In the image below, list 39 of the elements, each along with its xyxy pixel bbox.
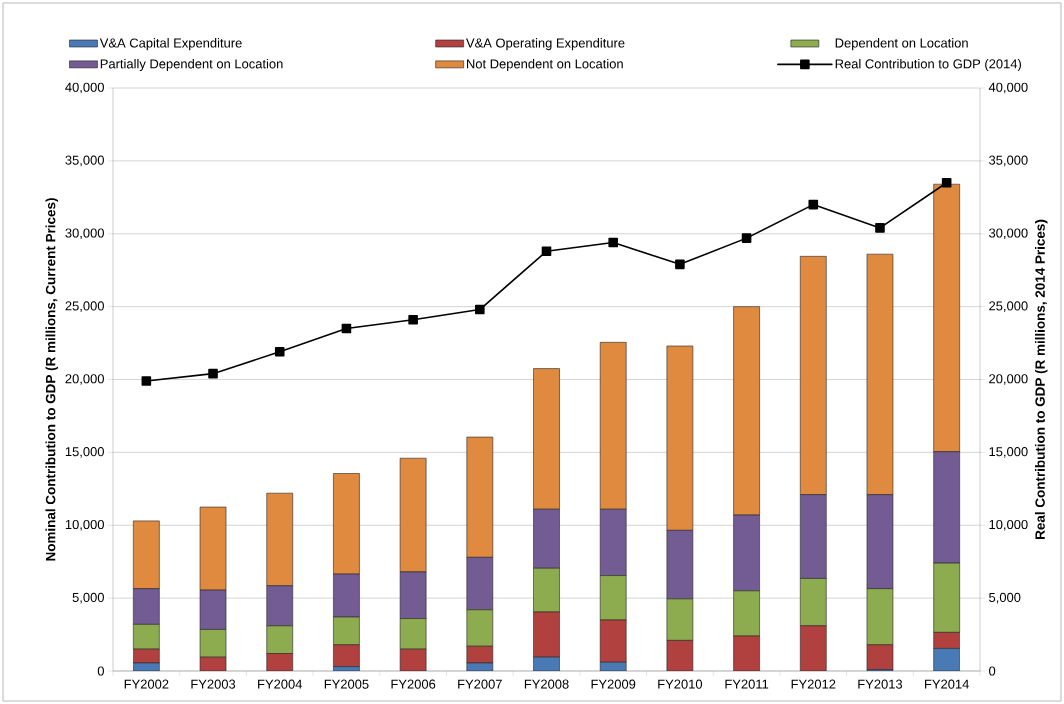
y-tick-label: 40,000 [65,82,104,94]
y-tick-label: 0 [97,666,104,676]
y-tick-label: 35,000 [65,155,104,167]
x-tick-label: FY2011 [725,679,769,689]
x-tick-label: FY2012 [791,679,836,689]
x-tick-label: FY2004 [258,679,303,689]
legend-label: Dependent on Location [835,38,968,51]
x-tick-label: FY2008 [524,679,569,689]
legend-label: V&A Operating Expenditure [466,38,625,51]
legend-label: V&A Capital Expenditure [99,38,242,51]
y2-tick-label: 20,000 [989,374,1028,385]
x-tick-label: FY2014 [925,679,969,689]
y-tick-label: 15,000 [65,447,104,458]
y2-axis-title: Real Contribution to GDP (R millions, 2014 Prices) [1034,219,1048,539]
y2-tick-label: 35,000 [989,155,1028,167]
x-tick-label: FY2013 [858,679,903,689]
y2-tick-label: 0 [989,666,996,676]
y2-tick-label: 30,000 [989,228,1028,240]
y-tick-label: 5,000 [72,592,104,604]
y2-tick-label: 5,000 [989,592,1021,604]
x-tick-label: FY2010 [658,679,703,689]
x-tick-label: FY2002 [124,679,169,689]
x-tick-label: FY2009 [591,679,636,689]
y-tick-label: 20,000 [65,374,104,385]
y2-tick-label: 40,000 [988,82,1028,94]
x-tick-label: FY2006 [391,679,436,689]
legend-label: Not Dependent on Location [467,58,623,72]
legend-label: Partially Dependent on Location [100,58,283,72]
y2-tick-label: 25,000 [989,301,1028,312]
y2-tick-label: 15,000 [989,447,1028,458]
y-tick-label: 10,000 [65,519,104,531]
x-tick-label: FY2005 [324,679,369,689]
y-tick-label: 30,000 [65,228,104,240]
x-tick-label: FY2003 [191,679,236,689]
y2-tick-label: 10,000 [989,519,1028,531]
y-axis-title: Nominal Contribution to GDP (R millions, Current Prices) [45,198,59,561]
legend-label: Real Contribution to GDP (2014) [835,58,1021,72]
x-tick-label: FY2007 [458,679,502,689]
y-tick-label: 25,000 [65,301,104,312]
